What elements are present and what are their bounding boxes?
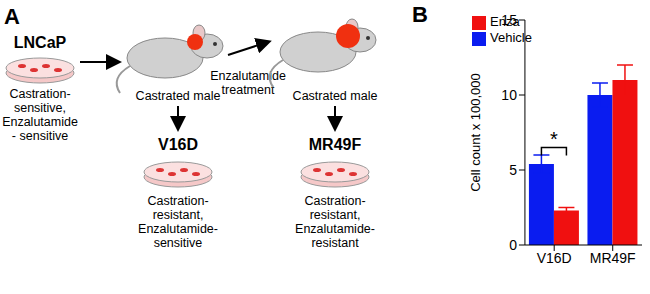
svg-text:Cell count x 100,000: Cell count x 100,000	[468, 73, 483, 192]
svg-text:A: A	[8, 4, 20, 29]
svg-text:Castrated male: Castrated male	[293, 89, 378, 103]
svg-text:Enzalutamidetreatment: Enzalutamidetreatment	[210, 69, 286, 97]
svg-text:10: 10	[501, 87, 517, 103]
svg-text:15: 15	[501, 12, 517, 28]
svg-text:MR49F: MR49F	[309, 136, 362, 153]
svg-text:MR49F: MR49F	[590, 250, 636, 266]
svg-text:0: 0	[509, 237, 517, 253]
svg-text:LNCaP: LNCaP	[14, 34, 67, 51]
svg-text:*: *	[550, 128, 558, 150]
svg-text:Castration-resistant,Enzalutam: Castration-resistant,Enzalutamide-sensit…	[138, 194, 218, 250]
svg-text:Castrated male: Castrated male	[136, 89, 221, 103]
svg-text:5: 5	[509, 162, 517, 178]
svg-text:Castration-sensitive,Enzalutam: Castration-sensitive,Enzalutamide- sensi…	[8, 87, 78, 143]
svg-text:Castration-resistant,Enzalutam: Castration-resistant,Enzalutamide-resist…	[295, 194, 375, 250]
svg-text:V16D: V16D	[537, 250, 572, 266]
svg-text:V16D: V16D	[158, 136, 198, 153]
